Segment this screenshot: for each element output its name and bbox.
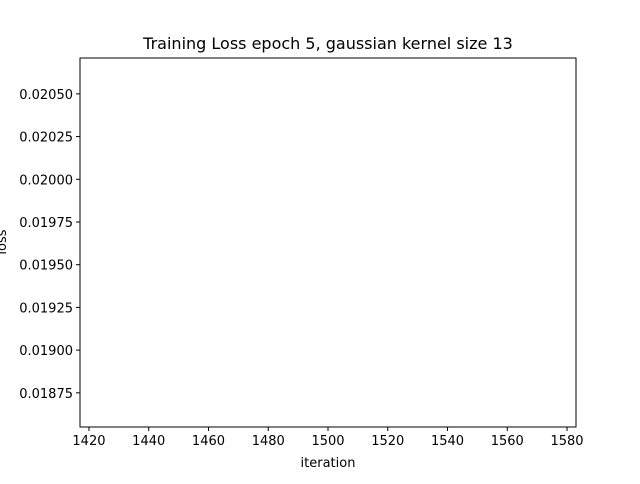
y-tick-label: 0.01975 [19, 216, 73, 231]
y-tick-label: 0.01900 [19, 344, 73, 359]
x-tick-label: 1420 [72, 434, 105, 449]
chart-title: Training Loss epoch 5, gaussian kernel s… [142, 34, 513, 53]
plot-frame [79, 57, 577, 428]
y-tick-label: 0.01925 [19, 301, 73, 316]
y-axis-label: loss [0, 229, 10, 254]
x-axis-label: iteration [301, 456, 356, 471]
y-tick-label: 0.02000 [19, 173, 73, 188]
x-tick-label: 1500 [311, 434, 344, 449]
x-tick-label: 1480 [252, 434, 285, 449]
y-tick-label: 0.01950 [19, 259, 73, 274]
y-axis: 0.01875 0.01900 0.01925 0.01950 0.01975 0.020… [19, 88, 80, 402]
y-tick-label: 0.01875 [19, 387, 73, 402]
x-tick-label: 1580 [550, 434, 583, 449]
x-tick-label: 1460 [192, 434, 225, 449]
x-tick-label: 1540 [431, 434, 464, 449]
y-tick-label: 0.02025 [19, 131, 73, 146]
y-tick-label: 0.02050 [19, 88, 73, 103]
x-axis: 1420 1440 1460 1480 1500 1520 1540 1560 1580 [72, 427, 584, 449]
x-tick-label: 1520 [371, 434, 404, 449]
x-tick-label: 1440 [132, 434, 165, 449]
x-tick-label: 1560 [491, 434, 524, 449]
plot-area [79, 57, 577, 428]
